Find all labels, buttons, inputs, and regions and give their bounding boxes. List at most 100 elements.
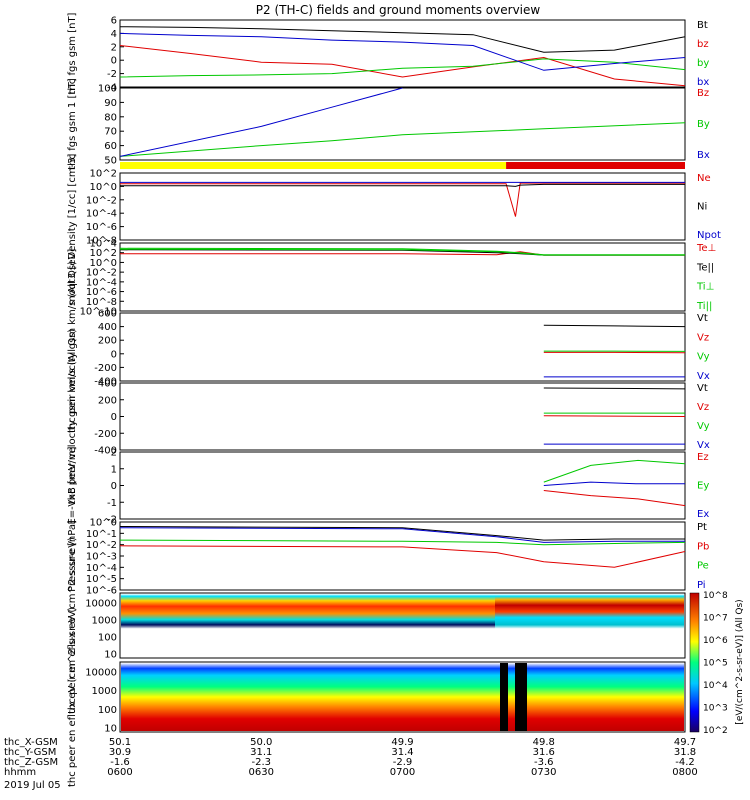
legend-entry: Te||: [696, 262, 714, 273]
ephem-value: -1.6: [110, 757, 130, 768]
panel-2: 100 90 80 70 60 50 thc fgs gsm 1 [nT] Bz By Bx: [67, 78, 710, 170]
y-tick-label: 100: [98, 633, 117, 644]
series-line-Pb: [119, 545, 686, 568]
y-tick-label: 200: [98, 395, 117, 406]
ephem-value: 31.6: [533, 747, 555, 758]
legend-entry: Ni: [697, 202, 707, 213]
legend-entry: bx: [697, 77, 709, 88]
panel-frame: [119, 312, 686, 382]
ephem-value: 0700: [390, 767, 415, 778]
series-line-Ex: [543, 481, 685, 486]
y-tick-label: 10^0: [90, 182, 117, 193]
spectro-axis-9: 10000 1000 100 10 thc peer en eflux eV (cm^2…: [67, 607, 117, 787]
y-tick-label: 10^-1: [86, 529, 117, 540]
y-tick-label: 2: [111, 42, 117, 53]
y-tick-label: 50: [104, 156, 117, 167]
y-tick-label: 2: [111, 448, 117, 459]
legend-entry: Vt: [697, 313, 708, 324]
ephem-value: 0730: [531, 767, 556, 778]
colorbar-gradient: [689, 592, 700, 733]
y-tick-label: 10000: [85, 599, 117, 610]
y-axis-label: thc peir en eflux eV (cm^2-s-sr-eV): [67, 537, 78, 714]
electron-spectrogram-gap-2: [515, 663, 527, 731]
y-tick-label: -200: [94, 363, 117, 374]
series-line-bz: [119, 45, 686, 87]
ephem-label-x: thc_X-GSM: [4, 737, 58, 748]
colorbar-tick-label: 10^8: [703, 591, 728, 601]
legend-entry: Ey: [697, 481, 709, 492]
series-line-By: [119, 122, 686, 157]
y-tick-label: -4: [107, 83, 117, 94]
ephem-value: 0800: [672, 767, 697, 778]
y-axis-label: moqt3 [eV]: [67, 249, 78, 306]
ephem-value: 0630: [249, 767, 274, 778]
y-tick-label: 80: [104, 112, 117, 123]
ephem-value: 49.8: [533, 737, 555, 748]
y-tick-label: 0: [111, 56, 117, 67]
figure-title: P2 (TH-C) fields and ground moments over…: [256, 3, 541, 17]
y-tick-label: 10^-2: [86, 268, 117, 279]
ion-spectrogram-band-late: [495, 594, 684, 650]
legend-entry: Vx: [697, 371, 710, 382]
ephem-value: 49.7: [674, 737, 696, 748]
y-tick-label: 10^-10: [80, 307, 117, 318]
ion-spectrogram-band-early: [121, 594, 495, 650]
mode-bar-fast: [506, 162, 685, 169]
ephem-value: -2.3: [251, 757, 271, 768]
y-tick-label: 10^-6: [86, 287, 117, 298]
colorbar-tick-label: 10^2: [703, 726, 728, 736]
spectro-colorbar: 10^8 10^7 10^6 10^5 10^4 10^3 10^2 [eV/(cm^2-s…: [689, 591, 745, 736]
series-line-Ne: [120, 182, 685, 217]
y-axis-label: thc fgs gsm [nT]: [67, 12, 78, 94]
legend-entry: Ne: [697, 173, 711, 184]
series-line-bx: [119, 32, 686, 71]
legend-entry: by: [697, 58, 709, 69]
series-line-Ey: [543, 459, 686, 483]
y-tick-label: 1: [111, 464, 117, 475]
legend-entry: Pi: [697, 580, 706, 591]
electron-spectrogram-band-late: [527, 663, 684, 731]
y-tick-label: -400: [94, 446, 117, 457]
ephem-label-z: thc_Z-GSM: [4, 757, 58, 768]
y-tick-label: 10^-5: [86, 574, 117, 585]
legend-entry: Ez: [697, 452, 709, 463]
legend-entry: Npot: [697, 230, 721, 241]
y-tick-label: 10: [104, 650, 117, 661]
ephemeris-table: thc_X-GSM thc_Y-GSM thc_Z-GSM hhmm 2019 …: [4, 737, 698, 791]
series-line-Pt: [119, 526, 685, 541]
y-tick-label: 10^-8: [86, 297, 117, 308]
y-tick-label: 10^-6: [86, 586, 117, 597]
y-tick-label: 10^-4: [86, 563, 117, 574]
y-tick-label: 10^-4: [86, 209, 117, 220]
y-tick-label: 10^2: [90, 248, 117, 259]
y-tick-label: 4: [111, 29, 117, 40]
ephem-value: 50.0: [250, 737, 272, 748]
legend-entry: Vz: [697, 332, 709, 343]
electron-spectrogram: [119, 661, 686, 733]
panel-4: 10^410^210^010^-210^-410^-610^-810^-10mo…: [67, 239, 716, 318]
colorbar-tick-label: 10^4: [703, 681, 728, 691]
ephem-value: 0600: [107, 767, 132, 778]
y-tick-label: 0: [111, 349, 117, 360]
ephem-value: 49.9: [391, 737, 413, 748]
y-tick-label: 600: [98, 309, 117, 320]
panel-frame: [119, 521, 686, 591]
legend-entry: Vt: [697, 383, 708, 394]
y-tick-label: 10: [104, 724, 117, 735]
series-line-Pe: [119, 539, 686, 546]
ephem-value: -4.2: [675, 757, 695, 768]
y-axis-label: E=-VxB [mV/m]: [67, 446, 78, 524]
series-line-Vz: [543, 415, 686, 417]
y-tick-label: 10^-3: [86, 552, 117, 563]
y-tick-label: 70: [104, 127, 117, 138]
y-tick-label: 100: [98, 84, 117, 95]
electron-spectrogram-gap: [500, 663, 508, 731]
ephem-label-y: thc_Y-GSM: [4, 747, 56, 758]
colorbar-tick-label: 10^3: [703, 704, 728, 714]
panel-frame: [119, 19, 686, 88]
legend-entry: Ex: [697, 509, 709, 520]
y-tick-label: 200: [98, 336, 117, 347]
